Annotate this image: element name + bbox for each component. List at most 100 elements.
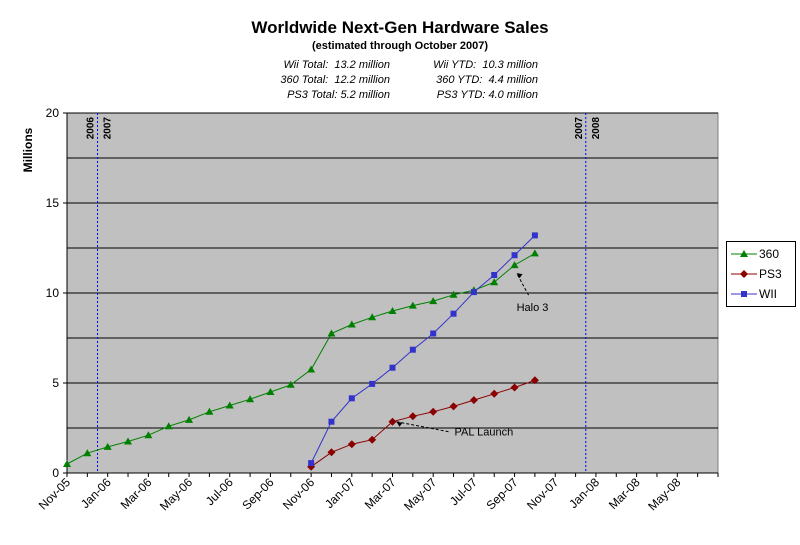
year-label-before: 2007 (574, 117, 585, 140)
annotation-label: Halo 3 (517, 302, 549, 314)
totals-block: Wii Total: 13.2 million 360 Total: 12.2 … (240, 58, 390, 103)
x-tick-label: Sep-06 (239, 475, 276, 512)
x-tick-label: May-07 (401, 475, 439, 513)
x-tick-label: May-06 (157, 475, 195, 513)
annotation-label: PAL Launch (455, 427, 514, 439)
x-tick-label: Sep-07 (483, 475, 520, 512)
series-line-wii (310, 235, 536, 464)
chart-subtitle: (estimated through October 2007) (311, 40, 489, 52)
legend-swatch-wii (731, 291, 757, 297)
data-point-360 (388, 307, 397, 314)
y-axis-label: Millions (21, 127, 35, 172)
data-point-wii (369, 380, 376, 387)
data-point-360 (510, 261, 519, 269)
ps3-ytd-text: PS3 YTD: 4.0 million (436, 89, 538, 101)
data-point-ps3 (469, 396, 478, 405)
data-point-360 (246, 395, 255, 403)
wii-ytd-text: Wii YTD: 10.3 million (433, 59, 538, 71)
legend-item-ps3: PS3 (727, 265, 795, 283)
data-point-wii (470, 289, 477, 296)
data-point-ps3 (368, 435, 377, 444)
x-tick-label: Jul-06 (203, 475, 236, 508)
data-point-360 (429, 297, 438, 305)
data-point-360 (307, 365, 316, 373)
series-line-360 (66, 252, 536, 465)
x-tick-label: May-08 (645, 475, 683, 513)
data-point-wii (430, 330, 437, 337)
annotation-arrow (516, 272, 530, 296)
x-tick-label: Jan-06 (78, 475, 114, 511)
data-point-360 (83, 449, 92, 457)
data-point-wii (511, 252, 518, 259)
x-tick-label: Jul-07 (447, 475, 480, 508)
data-point-360 (286, 380, 295, 388)
x-tick-label: Mar-07 (362, 475, 399, 512)
data-point-ps3 (388, 417, 397, 426)
legend-swatch-ps3 (731, 270, 757, 278)
x-tick-label: Jan-07 (322, 475, 358, 511)
series-line-ps3 (310, 379, 536, 468)
x-tick-label: Mar-08 (606, 475, 643, 512)
chart-title: Worldwide Next-Gen Hardware Sales (251, 18, 549, 37)
x-tick-label: Jan-08 (566, 475, 602, 511)
year-label-after: 2008 (591, 117, 602, 140)
legend-item-360: 360 (727, 245, 795, 263)
data-point-360 (347, 320, 356, 328)
legend-label-ps3: PS3 (759, 267, 782, 281)
data-point-360 (124, 437, 133, 445)
data-point-360 (144, 431, 153, 439)
data-point-360 (368, 313, 377, 321)
annotation-arrowhead (396, 421, 403, 427)
x-tick-label: Mar-06 (118, 475, 155, 512)
data-point-360 (490, 278, 499, 286)
x-tick-label: Nov-05 (36, 475, 73, 512)
data-point-wii (531, 232, 538, 239)
data-point-360 (185, 415, 194, 423)
y-tick-label: 15 (46, 196, 60, 210)
data-point-wii (348, 395, 355, 402)
y-tick-label: 10 (46, 286, 60, 300)
data-point-360 (408, 301, 417, 309)
data-point-360 (327, 329, 336, 337)
data-point-360 (266, 388, 275, 395)
legend-label-wii: WII (759, 287, 777, 301)
legend-swatch-360 (731, 250, 757, 257)
x-tick-label: Nov-07 (524, 475, 561, 512)
ytd-block: Wii YTD: 10.3 million 360 YTD: 4.4 milli… (400, 58, 538, 103)
y-tick-label: 5 (52, 376, 59, 390)
data-point-ps3 (530, 376, 539, 385)
data-point-360 (63, 460, 71, 467)
legend-item-wii: WII (727, 285, 795, 303)
annotation-arrow (396, 421, 449, 433)
x360-total-text: 360 Total: 12.2 million (280, 74, 390, 86)
data-point-360 (205, 407, 214, 415)
data-point-ps3 (490, 389, 499, 398)
data-point-ps3 (347, 440, 356, 449)
data-point-360 (449, 290, 458, 298)
data-point-wii (308, 460, 315, 467)
wii-total-text: Wii Total: 13.2 million (283, 59, 390, 71)
data-point-360 (225, 401, 234, 409)
data-point-ps3 (408, 412, 417, 421)
y-tick-label: 0 (52, 466, 59, 480)
data-point-wii (409, 346, 416, 353)
data-point-360 (164, 422, 173, 430)
data-point-wii (450, 310, 457, 317)
x-tick-label: Nov-06 (280, 475, 317, 512)
x360-ytd-text: 360 YTD: 4.4 million (436, 74, 538, 86)
data-point-wii (389, 364, 396, 371)
legend: 360 PS3 WII (726, 241, 796, 307)
year-label-before: 2006 (86, 117, 97, 140)
y-tick-label: 20 (46, 106, 60, 120)
data-point-ps3 (327, 448, 336, 457)
legend-label-360: 360 (759, 247, 780, 261)
data-point-360 (530, 249, 539, 257)
annotation-arrowhead (516, 273, 523, 279)
data-point-360 (103, 442, 112, 450)
ps3-total-text: PS3 Total: 5.2 million (287, 89, 390, 101)
year-label-after: 2007 (103, 117, 114, 140)
data-point-ps3 (449, 402, 458, 411)
data-point-ps3 (510, 383, 519, 392)
data-point-ps3 (429, 407, 438, 416)
